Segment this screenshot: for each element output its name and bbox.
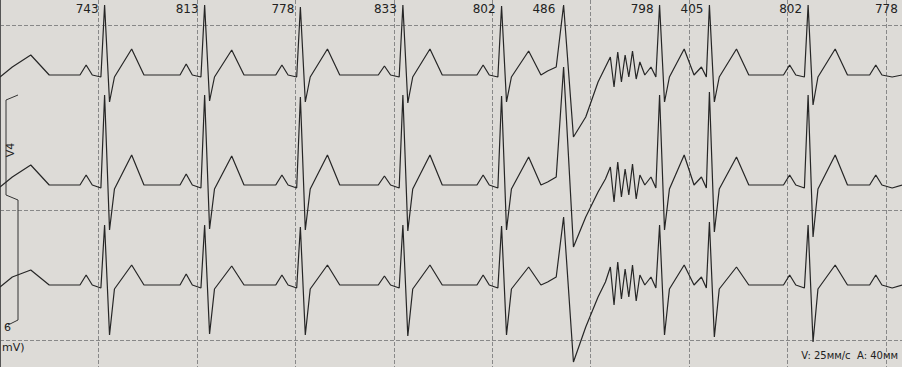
svg-text:802: 802 — [473, 2, 496, 16]
svg-text:6: 6 — [4, 321, 11, 334]
svg-text:813: 813 — [176, 2, 199, 16]
svg-text:V4: V4 — [4, 143, 17, 158]
svg-text:778: 778 — [875, 2, 898, 16]
svg-text:mV): mV) — [2, 341, 25, 354]
svg-text:405: 405 — [681, 2, 704, 16]
svg-text:743: 743 — [76, 2, 99, 16]
svg-text:V: 25мм/с A: 40мм: V: 25мм/с A: 40мм — [801, 350, 898, 361]
svg-text:833: 833 — [374, 2, 397, 16]
svg-text:486: 486 — [532, 2, 555, 16]
svg-text:778: 778 — [271, 2, 294, 16]
svg-text:802: 802 — [779, 2, 802, 16]
svg-text:798: 798 — [631, 2, 654, 16]
